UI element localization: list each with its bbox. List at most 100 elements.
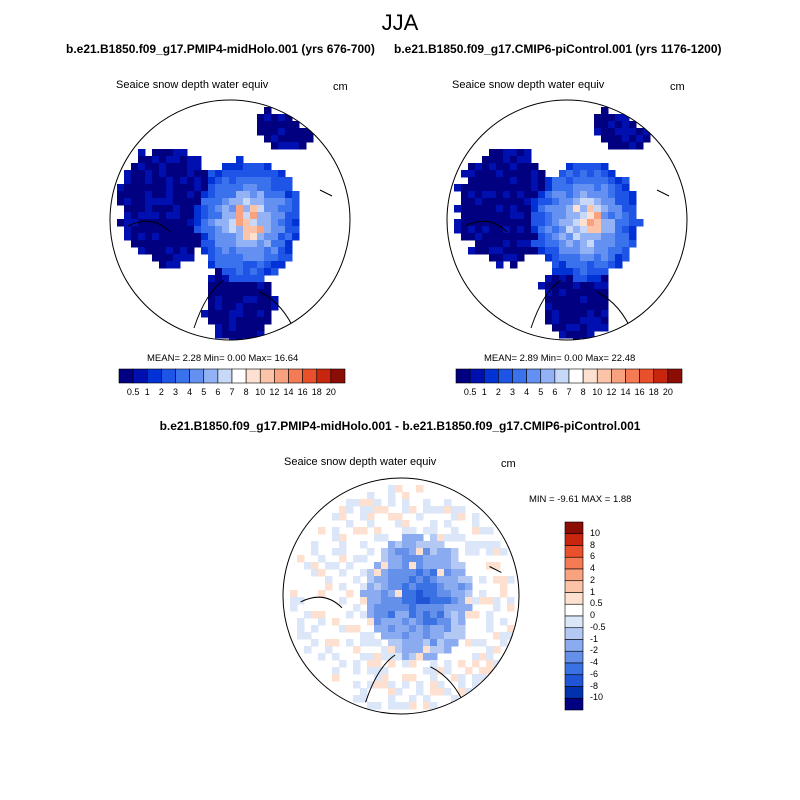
map-cell: [180, 226, 188, 234]
map-cell: [507, 597, 515, 605]
map-cell: [489, 163, 497, 171]
map-cell: [159, 177, 167, 185]
map-cell: [465, 590, 473, 598]
map-cell: [402, 520, 410, 528]
map-cell: [402, 604, 410, 612]
map-cell: [608, 170, 616, 178]
map-cell: [493, 548, 501, 556]
map-cell: [257, 205, 265, 213]
map-cell: [461, 191, 469, 199]
map-cell: [594, 191, 602, 199]
map-cell: [215, 324, 223, 332]
map-cell: [479, 667, 487, 675]
map-cell: [559, 254, 567, 262]
map-cell: [615, 226, 623, 234]
colorbar-tick-label: 7: [566, 387, 572, 397]
map-cell: [208, 170, 216, 178]
map-cell: [538, 205, 546, 213]
map-cell: [559, 198, 567, 206]
map-cell: [367, 639, 375, 647]
map-cell: [131, 212, 139, 220]
panel3-stats: MIN = -9.61 MAX = 1.88: [529, 494, 632, 505]
map-cell: [524, 170, 532, 178]
map-cell: [395, 688, 403, 696]
map-cell: [566, 303, 574, 311]
map-cell: [360, 653, 368, 661]
map-cell: [278, 142, 286, 150]
map-cell: [285, 233, 293, 241]
map-cell: [416, 625, 424, 633]
map-cell: [222, 331, 230, 339]
map-cell: [531, 233, 539, 241]
colorbar-swatch: [175, 368, 190, 384]
map-cell: [482, 177, 490, 185]
map-cell: [636, 219, 644, 227]
map-cell: [236, 156, 244, 164]
map-cell: [339, 660, 347, 668]
colorbar-tick-label: -8: [590, 680, 599, 691]
map-cell: [346, 562, 354, 570]
map-cell: [430, 590, 438, 598]
map-cell: [173, 261, 181, 269]
map-cell: [552, 240, 560, 248]
map-cell: [559, 170, 567, 178]
map-cell: [468, 191, 476, 199]
map-cell: [339, 625, 347, 633]
map-cell: [538, 247, 546, 255]
map-cell: [360, 513, 368, 521]
map-cell: [622, 233, 630, 241]
map-cell: [594, 170, 602, 178]
map-cell: [465, 597, 473, 605]
map-cell: [444, 632, 452, 640]
map-cell: [486, 646, 494, 654]
map-cell: [388, 541, 396, 549]
map-cell: [486, 541, 494, 549]
map-cell: [461, 205, 469, 213]
map-cell: [215, 317, 223, 325]
map-cell: [367, 702, 375, 710]
map-cell: [395, 541, 403, 549]
map-cell: [545, 254, 553, 262]
map-cell: [257, 212, 265, 220]
map-cell: [430, 527, 438, 535]
map-cell: [243, 191, 251, 199]
map-cell: [587, 310, 595, 318]
map-cell: [299, 142, 307, 150]
map-cell: [489, 205, 497, 213]
map-cell: [493, 541, 501, 549]
map-cell: [524, 184, 532, 192]
map-cell: [430, 604, 438, 612]
map-cell: [138, 233, 146, 241]
map-cell: [608, 135, 616, 143]
map-cell: [236, 338, 244, 340]
map-cell: [159, 226, 167, 234]
map-cell: [409, 569, 417, 577]
map-cell: [479, 576, 487, 584]
map-cell: [257, 331, 265, 339]
map-cell: [124, 219, 132, 227]
difference-title: b.e21.B1850.f09_g17.PMIP4-midHolo.001 - …: [159, 419, 641, 433]
map-cell: [159, 205, 167, 213]
map-cell: [243, 324, 251, 332]
map-cell: [601, 289, 609, 297]
map-cell: [451, 597, 459, 605]
map-cell: [444, 646, 452, 654]
map-cell: [367, 618, 375, 626]
map-cell: [402, 548, 410, 556]
map-cell: [475, 191, 483, 199]
map-cell: [444, 660, 452, 668]
map-cell: [250, 268, 258, 276]
map-cell: [145, 219, 153, 227]
map-cell: [250, 275, 258, 283]
map-cell: [271, 303, 279, 311]
map-cell: [503, 212, 511, 220]
map-cell: [587, 219, 595, 227]
map-cell: [124, 226, 132, 234]
map-cell: [496, 149, 504, 157]
map-cell: [538, 191, 546, 199]
panel1-variable-label: Seaice snow depth water equiv: [116, 79, 269, 91]
map-cell: [187, 219, 195, 227]
map-cell: [117, 191, 125, 199]
map-cell: [496, 205, 504, 213]
map-cell: [573, 219, 581, 227]
